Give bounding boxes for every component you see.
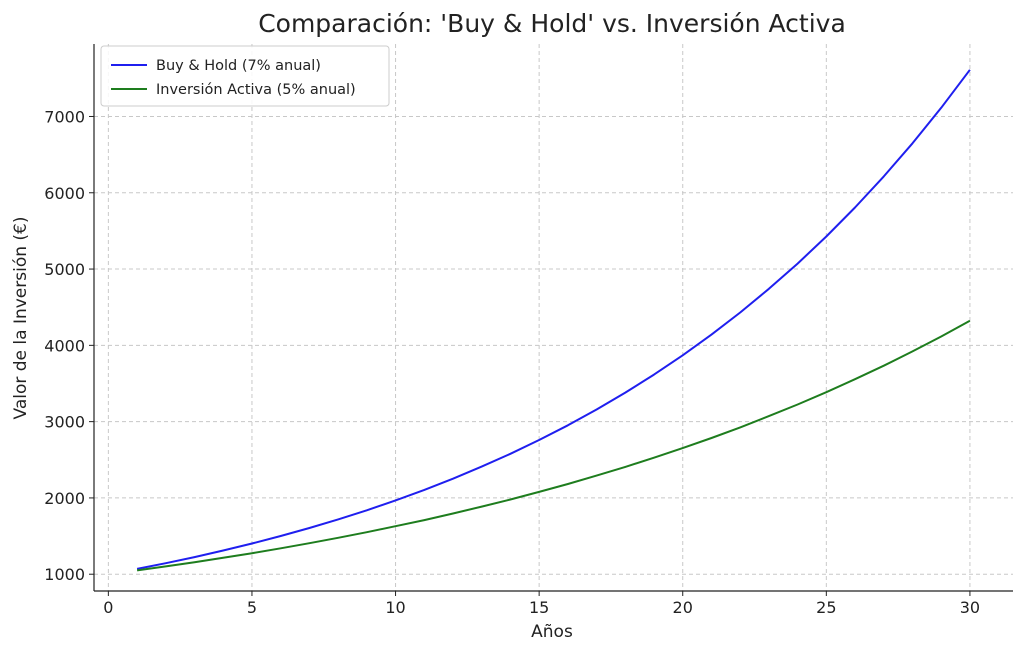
y-tick-label: 6000 (44, 184, 85, 203)
y-tick-label: 3000 (44, 413, 85, 432)
y-axis-ticks: 1000 2000 3000 4000 5000 6000 7000 (44, 107, 94, 584)
x-tick-label: 25 (816, 598, 836, 617)
y-tick-label: 4000 (44, 336, 85, 355)
x-tick-label: 20 (673, 598, 693, 617)
series-lines (136, 69, 971, 572)
legend-label-buy-hold: Buy & Hold (7% anual) (156, 58, 321, 74)
y-axis-label: Valor de la Inversión (€) (11, 217, 31, 420)
legend-label-inversion-activa: Inversión Activa (5% anual) (156, 82, 356, 98)
x-tick-label: 0 (103, 598, 113, 617)
series-line-0 (136, 69, 971, 570)
x-tick-label: 15 (529, 598, 549, 617)
x-axis-label: Años (531, 622, 573, 642)
chart-title: Comparación: 'Buy & Hold' vs. Inversión … (258, 9, 846, 38)
y-tick-label: 1000 (44, 565, 85, 584)
axes (93, 44, 1013, 592)
legend: Buy & Hold (7% anual) Inversión Activa (… (100, 45, 390, 107)
x-tick-label: 5 (247, 598, 257, 617)
y-tick-label: 2000 (44, 489, 85, 508)
x-tick-label: 30 (960, 598, 980, 617)
legend-box (100, 45, 390, 107)
y-tick-label: 5000 (44, 260, 85, 279)
series-line-1 (136, 319, 971, 572)
x-tick-label: 10 (385, 598, 405, 617)
y-tick-label: 7000 (44, 107, 85, 126)
grid (94, 44, 1013, 591)
x-axis-ticks: 0 5 10 15 20 25 30 (103, 591, 980, 617)
